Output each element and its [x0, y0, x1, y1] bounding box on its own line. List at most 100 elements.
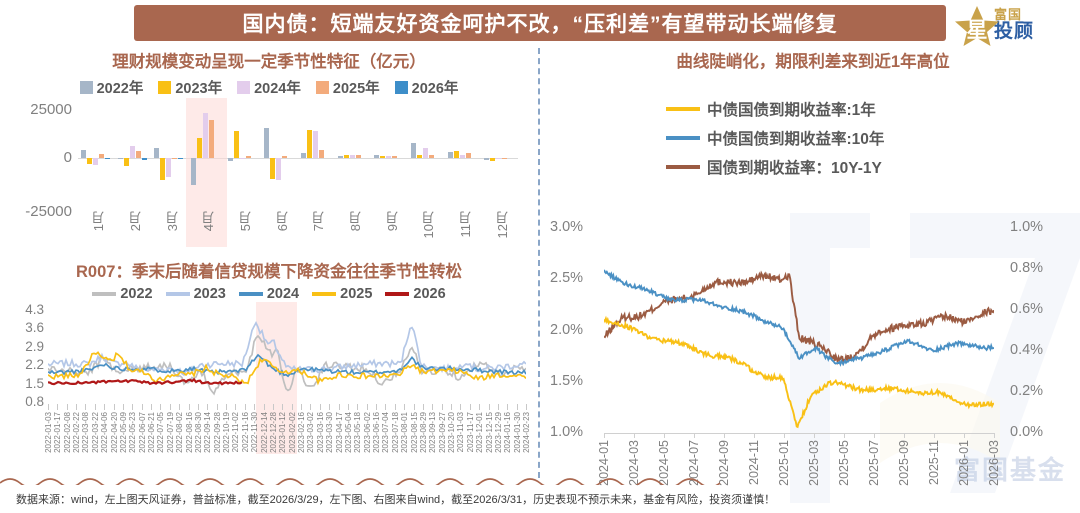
r007-x-tick: 2022-10-19	[222, 412, 232, 453]
bar-group	[225, 110, 262, 205]
r007-plot-area: 4.3 3.6 2.9 2.2 1.5 0.8 2022-01-03 2022-01-17 20…	[25, 302, 531, 454]
bar	[337, 155, 343, 158]
legend-swatch-icon	[237, 81, 251, 94]
r007-x-tick: 2023-06-16	[372, 412, 382, 453]
legend-swatch-icon	[79, 81, 93, 94]
bar	[87, 157, 92, 164]
bar	[154, 147, 160, 158]
svg-text:星: 星	[967, 19, 988, 42]
legend-item-2023年: 2023年	[158, 77, 222, 98]
bar	[209, 119, 214, 158]
bar	[301, 153, 306, 158]
r007-x-tick: 2022-04-06	[100, 412, 110, 453]
yield-x-tickmark	[604, 433, 605, 438]
r007-x-tick: 2023-10-20	[447, 412, 457, 453]
bar	[319, 150, 324, 158]
series-line-中债国债到期收益率:10年	[604, 269, 994, 367]
bar	[123, 157, 129, 166]
highlight-band	[255, 302, 297, 454]
yield-x-tickmark	[934, 433, 935, 438]
yield-x-axis	[604, 433, 994, 434]
bar	[81, 150, 86, 158]
bar	[386, 156, 392, 158]
bar	[459, 155, 465, 158]
yield-x-tickmark	[634, 433, 635, 438]
bar	[227, 157, 233, 161]
footer-wave-divider	[0, 478, 721, 485]
r007-x-tick: 2024-02-23	[522, 412, 531, 453]
legend-label: 2024	[266, 286, 300, 302]
yield-plot-area: 3.0% 2.5% 2.0% 1.5% 1.0% 1.0% 0.8% 0.6% 0.4% 0.2%…	[550, 219, 1043, 486]
bar	[429, 155, 434, 158]
bar	[239, 157, 245, 159]
bar	[135, 150, 141, 158]
bar	[141, 157, 147, 160]
legend-line-icon	[385, 292, 410, 296]
legend-r007-chart: 2022 2023 2024 2025 2026	[0, 286, 538, 302]
r007-x-tick: 2023-06-02	[362, 412, 372, 453]
r007-x-tick: 2024-01-16	[503, 412, 513, 453]
legend-item-2023: 2023	[165, 286, 226, 302]
chart-yield-curve-spread: 曲线陡峭化，期限利差来到近1年高位 中债国债到期收益率:1年 中债国债到期收益率:…	[546, 48, 1080, 488]
r007-y-tick: 2.9	[25, 338, 44, 354]
r007-x-tick: 2022-11-16	[240, 412, 250, 453]
legend-label: 2023	[193, 286, 226, 302]
r007-x-tick: 2022-02-08	[62, 412, 72, 453]
yield-x-tickmark	[904, 433, 905, 438]
r007-y-tick: 2.2	[25, 357, 44, 373]
r007-x-tick: 2023-09-27	[437, 412, 447, 453]
bar	[496, 157, 502, 159]
bar	[355, 154, 361, 158]
r007-x-tick: 2023-09-13	[428, 412, 438, 453]
bar	[282, 155, 288, 158]
bar	[93, 157, 98, 165]
yield-y-tick-right: 0.0%	[1010, 424, 1044, 440]
bar	[191, 157, 196, 186]
legend-swatch-icon	[315, 81, 329, 94]
page-title: 国内债：短端友好资金呵护不改，“压利差”有望带动长端修复	[242, 13, 838, 36]
bar-x-tick: 12月	[494, 211, 510, 239]
legend-line-icon	[666, 107, 700, 111]
bar-x-tick: 9月	[384, 211, 400, 232]
bar	[105, 157, 110, 160]
legend-item-中债国债到期收益率:10年: 中债国债到期收益率:10年	[666, 127, 884, 149]
bar	[245, 156, 251, 158]
r007-x-tick: 2022-11-02	[231, 412, 241, 453]
legend-label: 2025年	[332, 81, 380, 97]
r007-x-tick: 2022-03-22	[90, 412, 100, 453]
bar-x-tick: 7月	[311, 211, 327, 232]
legend-item-国债到期收益率：10Y-1Y: 国债到期收益率：10Y-1Y	[666, 156, 882, 178]
r007-x-tick: 2022-06-07	[137, 412, 147, 453]
yield-x-tickmark	[874, 433, 875, 438]
chart-wealth-management-scale: 理财规模变动呈现一定季节性特征（亿元） 2022年 2023年 2024年 2025年…	[0, 48, 538, 247]
bar-group	[115, 110, 152, 205]
brand-logo: 星 富国 投顾	[954, 2, 1074, 48]
bar-group	[261, 110, 298, 205]
header-banner: 国内债：短端友好资金呵护不改，“压利差”有望带动长端修复	[134, 5, 946, 41]
series-line-中债国债到期收益率:1年	[604, 315, 994, 429]
bar	[349, 155, 355, 158]
legend-line-icon	[165, 292, 190, 296]
bar-group	[445, 110, 482, 205]
yield-x-tickmark	[724, 433, 725, 438]
legend-item-2024年: 2024年	[237, 77, 301, 98]
bar	[197, 137, 202, 158]
legend-item-2022: 2022	[92, 286, 153, 302]
bar-x-tick: 6月	[274, 211, 290, 232]
r007-y-tick: 4.3	[25, 302, 44, 317]
legend-item-2025: 2025	[312, 286, 372, 302]
series-line-国债到期收益率：10Y-1Y	[604, 270, 994, 366]
bar-x-tick: 5月	[238, 211, 253, 232]
bar-y-tick: -25000	[25, 203, 72, 220]
bar-x-tick: 10月	[421, 211, 437, 239]
legend-yield-chart: 中债国债到期收益率:1年 中债国债到期收益率:10年 国债到期收益率：10Y-1Y	[546, 98, 1080, 178]
chart-title-r007: R007：季末后随着信贷规模下降资金往往季节性转松	[76, 263, 462, 281]
yield-x-tickmark	[994, 433, 995, 438]
footer-bar: 数据来源：wind，左上图天风证券，普益标准，截至2026/3/29，左下图、右…	[0, 485, 1080, 513]
bar	[129, 145, 135, 158]
chart-r007-rate: R007：季末后随着信贷规模下降资金往往季节性转松 2022 2023 2024 20…	[0, 258, 538, 483]
chart-title-bar: 理财规模变动呈现一定季节性特征（亿元）	[112, 53, 426, 71]
legend-line-icon	[312, 292, 337, 296]
r007-x-tick: 2023-12-29	[493, 412, 503, 453]
legend-label: 2026	[413, 286, 446, 302]
